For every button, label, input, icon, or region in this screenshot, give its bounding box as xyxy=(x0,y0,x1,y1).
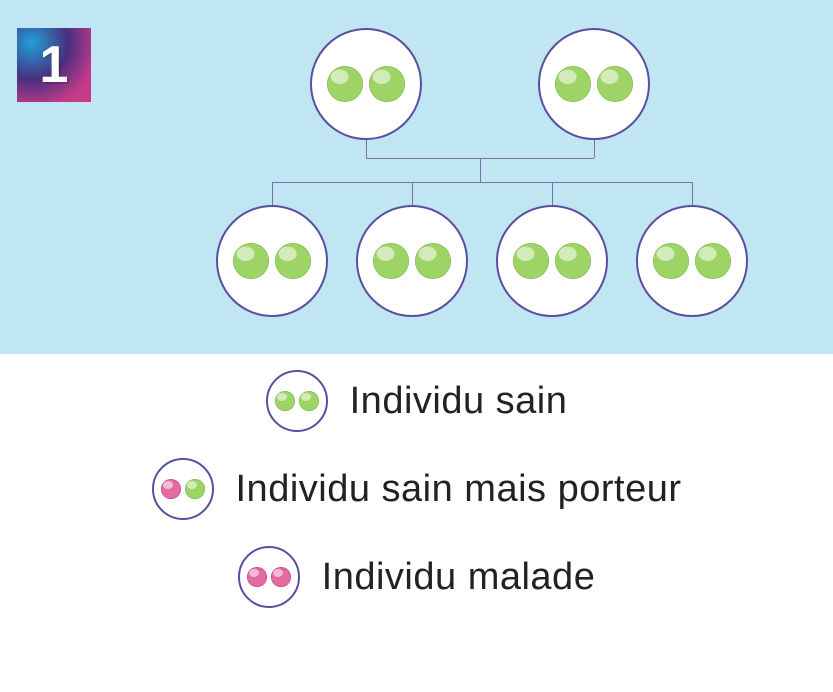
green-allele-icon xyxy=(185,479,205,499)
green-allele-icon xyxy=(275,243,311,279)
green-allele xyxy=(275,243,311,279)
green-allele xyxy=(653,243,689,279)
green-allele-icon xyxy=(373,243,409,279)
connector-line xyxy=(594,140,595,158)
green-allele-icon xyxy=(415,243,451,279)
legend-symbol-1 xyxy=(152,458,214,520)
green-allele-icon xyxy=(653,243,689,279)
green-allele xyxy=(185,479,205,499)
green-allele xyxy=(299,391,319,411)
individual-parent-0 xyxy=(310,28,422,140)
individual-parent-1 xyxy=(538,28,650,140)
green-allele xyxy=(555,66,591,102)
connector-line xyxy=(272,182,692,183)
pink-allele-icon xyxy=(161,479,181,499)
legend: Individu sain Individu sain mais porteur xyxy=(0,370,833,634)
green-allele xyxy=(695,243,731,279)
green-allele-icon xyxy=(555,243,591,279)
green-allele-icon xyxy=(299,391,319,411)
diagram-panel: 1 xyxy=(0,0,833,354)
connector-line xyxy=(272,182,273,205)
green-allele xyxy=(597,66,633,102)
green-allele-icon xyxy=(275,391,295,411)
pink-allele xyxy=(247,567,267,587)
connector-line xyxy=(692,182,693,205)
green-allele xyxy=(369,66,405,102)
green-allele xyxy=(373,243,409,279)
green-allele-icon xyxy=(369,66,405,102)
legend-row-1: Individu sain mais porteur xyxy=(0,458,833,520)
green-allele-icon xyxy=(597,66,633,102)
pink-allele-icon xyxy=(271,567,291,587)
green-allele-icon xyxy=(513,243,549,279)
individual-child-3 xyxy=(636,205,748,317)
pink-allele xyxy=(161,479,181,499)
individual-child-2 xyxy=(496,205,608,317)
green-allele-icon xyxy=(555,66,591,102)
green-allele xyxy=(233,243,269,279)
connector-line xyxy=(480,158,481,182)
green-allele-icon xyxy=(695,243,731,279)
green-allele-icon xyxy=(327,66,363,102)
green-allele xyxy=(555,243,591,279)
connector-line xyxy=(366,140,367,158)
individual-child-1 xyxy=(356,205,468,317)
legend-label-2: Individu malade xyxy=(322,556,596,599)
legend-label-1: Individu sain mais porteur xyxy=(236,468,682,511)
legend-symbol-0 xyxy=(266,370,328,432)
green-allele xyxy=(275,391,295,411)
green-allele xyxy=(513,243,549,279)
green-allele xyxy=(327,66,363,102)
connector-line xyxy=(412,182,413,205)
legend-row-2: Individu malade xyxy=(0,546,833,608)
legend-symbol-2 xyxy=(238,546,300,608)
legend-label-0: Individu sain xyxy=(350,380,568,423)
legend-row-0: Individu sain xyxy=(0,370,833,432)
pink-allele-icon xyxy=(247,567,267,587)
connector-line xyxy=(552,182,553,205)
pink-allele xyxy=(271,567,291,587)
green-allele-icon xyxy=(233,243,269,279)
green-allele xyxy=(415,243,451,279)
pedigree-tree xyxy=(0,0,833,354)
individual-child-0 xyxy=(216,205,328,317)
